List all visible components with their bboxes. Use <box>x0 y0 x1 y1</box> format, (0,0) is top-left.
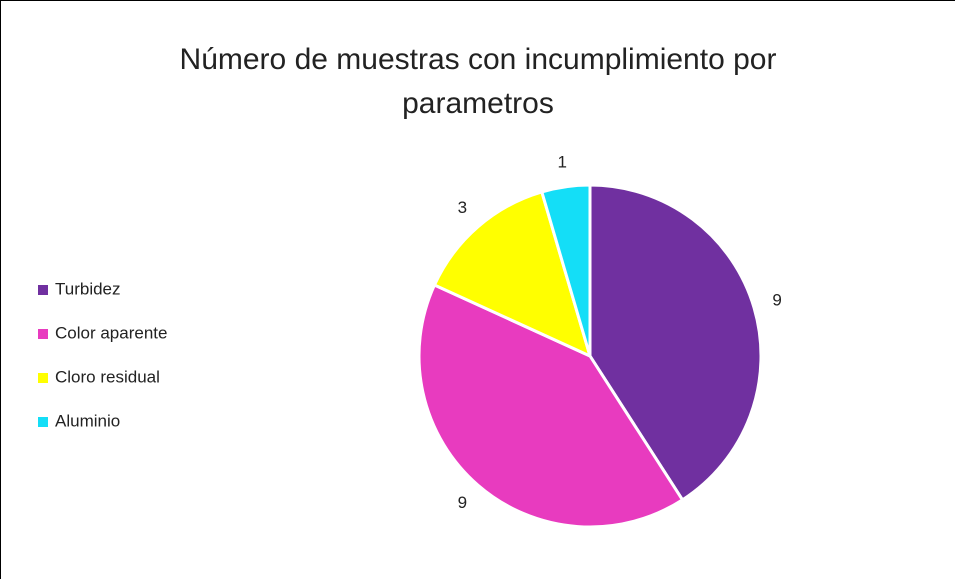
data-label: 9 <box>772 291 781 310</box>
legend-label: Aluminio <box>55 411 120 430</box>
pie-slice <box>417 282 685 529</box>
data-label: 3 <box>458 198 467 217</box>
data-label: 1 <box>558 152 567 171</box>
pie-slice <box>432 190 593 359</box>
legend-label: Turbidez <box>55 279 121 298</box>
legend-label: Cloro residual <box>55 367 160 386</box>
legend-label: Color aparente <box>55 323 167 342</box>
legend-swatch <box>38 329 48 339</box>
legend-swatch <box>38 285 48 295</box>
data-label: 9 <box>458 493 467 512</box>
pie-slice <box>539 183 592 357</box>
legend-swatch <box>38 417 48 427</box>
legend-swatch <box>38 373 48 383</box>
chart-title: Número de muestras con incumplimiento po… <box>179 43 777 120</box>
